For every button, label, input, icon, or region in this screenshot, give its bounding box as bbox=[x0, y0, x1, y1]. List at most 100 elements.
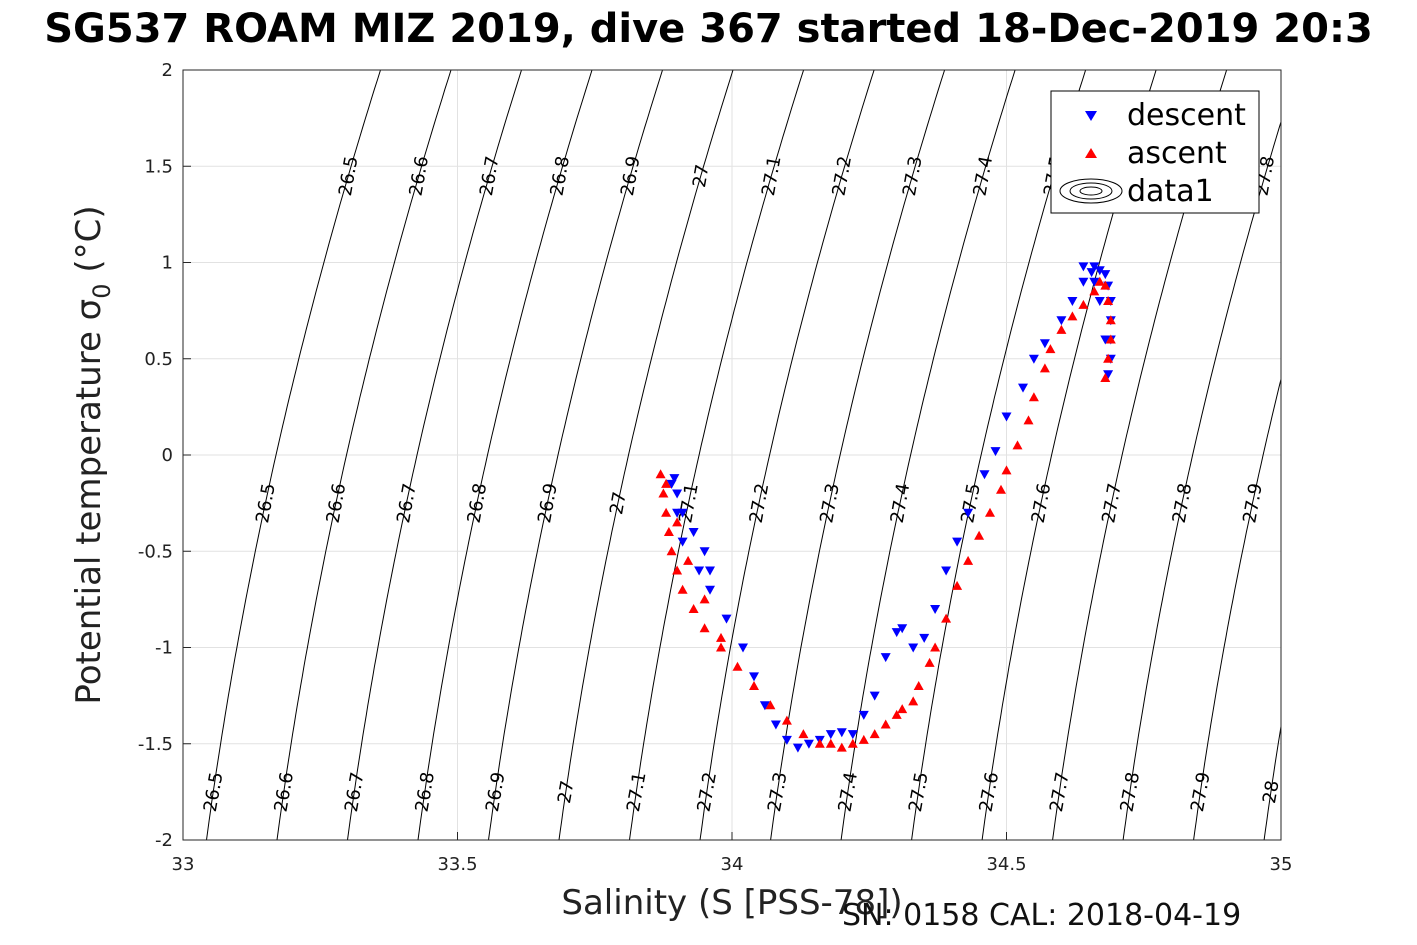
descent-marker bbox=[759, 701, 770, 711]
y-tick-label: -1.5 bbox=[138, 734, 173, 755]
ascent-marker bbox=[672, 565, 683, 575]
descent-marker bbox=[1067, 297, 1078, 306]
ascent-marker bbox=[1105, 315, 1116, 325]
descent-marker bbox=[738, 643, 748, 653]
descent-marker bbox=[672, 489, 683, 499]
ascent-marker bbox=[683, 555, 694, 565]
ascent-marker bbox=[1001, 465, 1012, 475]
descent-marker bbox=[1039, 339, 1050, 349]
ascent-marker bbox=[974, 530, 985, 540]
ascent-marker bbox=[847, 738, 858, 748]
descent-marker bbox=[1094, 266, 1105, 276]
ascent-marker bbox=[749, 681, 759, 690]
x-tick-label: 34 bbox=[721, 854, 744, 875]
descent-marker bbox=[891, 628, 902, 638]
legend-ascent-marker bbox=[1085, 148, 1097, 158]
ascent-marker bbox=[1012, 440, 1023, 450]
ascent-marker bbox=[1067, 311, 1078, 321]
descent-marker bbox=[930, 605, 941, 614]
y-axis-title-subscript: 0 bbox=[88, 283, 116, 298]
ascent-marker bbox=[765, 700, 776, 710]
ascent-marker bbox=[1028, 392, 1039, 402]
descent-marker bbox=[1100, 335, 1111, 345]
descent-marker bbox=[721, 614, 732, 624]
descent-marker bbox=[803, 739, 814, 749]
footer-note: SN: 0158 CAL: 2018-04-19 bbox=[842, 898, 1242, 933]
ascent-marker bbox=[908, 696, 919, 706]
descent-marker bbox=[1001, 412, 1012, 422]
descent-marker bbox=[990, 447, 1001, 457]
isopycnal-line bbox=[1263, 723, 1281, 840]
ascent-marker bbox=[732, 661, 743, 671]
ascent-marker bbox=[1078, 299, 1089, 309]
descent-marker bbox=[1028, 354, 1039, 364]
ascent-marker bbox=[1103, 296, 1114, 305]
ascent-marker bbox=[897, 704, 908, 714]
x-tick-label: 33 bbox=[172, 854, 195, 875]
legend-ascent-label: ascent bbox=[1127, 136, 1227, 171]
descent-marker bbox=[1089, 277, 1100, 287]
ascent-marker bbox=[1056, 324, 1067, 334]
descent-marker bbox=[699, 547, 710, 557]
descent-marker bbox=[781, 735, 792, 745]
descent-marker bbox=[705, 566, 715, 576]
ascent-marker bbox=[658, 488, 669, 498]
y-tick-label: 2 bbox=[162, 60, 173, 81]
isopycnal-label: 27 bbox=[689, 163, 714, 189]
isopycnal-label: 28 bbox=[1259, 779, 1284, 805]
isopycnal-line bbox=[558, 70, 734, 840]
descent-marker bbox=[1078, 262, 1089, 272]
ascent-marker bbox=[663, 527, 674, 536]
isopycnal-line bbox=[1193, 377, 1281, 840]
ascent-marker bbox=[699, 623, 710, 633]
x-tick-label: 33.5 bbox=[437, 854, 477, 875]
ascent-marker bbox=[699, 594, 710, 604]
ascent-marker bbox=[858, 734, 869, 744]
isopycnal-line bbox=[840, 70, 1016, 840]
descent-marker bbox=[705, 585, 715, 595]
ascent-marker bbox=[1089, 286, 1100, 296]
descent-marker bbox=[1018, 383, 1028, 393]
descent-marker bbox=[677, 508, 688, 518]
legend-data1-label: data1 bbox=[1127, 174, 1214, 209]
isopycnal-label: 27 bbox=[606, 490, 631, 516]
ascent-marker bbox=[716, 642, 726, 652]
chart-title: SG537 ROAM MIZ 2019, dive 367 started 18… bbox=[44, 6, 1373, 52]
descent-marker bbox=[1103, 370, 1114, 380]
descent-marker bbox=[694, 566, 705, 576]
ascent-marker bbox=[825, 738, 836, 748]
descent-marker bbox=[963, 508, 974, 518]
descent-marker bbox=[749, 672, 759, 682]
isopycnal-label: 27 bbox=[554, 779, 579, 805]
isopycnal-line bbox=[699, 70, 875, 840]
ascent-marker bbox=[1023, 415, 1034, 425]
ascent-marker bbox=[677, 584, 688, 594]
descent-marker bbox=[1094, 297, 1105, 306]
ascent-marker bbox=[952, 580, 963, 590]
ascent-marker bbox=[891, 709, 902, 719]
isopycnal-contours bbox=[205, 70, 1281, 840]
descent-marker bbox=[677, 537, 688, 547]
descent-marker bbox=[669, 474, 680, 484]
descent-marker bbox=[1086, 268, 1097, 278]
isopycnal-line bbox=[628, 70, 805, 840]
ascent-marker bbox=[996, 484, 1006, 494]
data-markers bbox=[655, 262, 1116, 753]
ascent-marker bbox=[666, 546, 677, 556]
isopycnal-line bbox=[346, 70, 523, 840]
x-axis-title: Salinity (S [PSS-78]) bbox=[561, 883, 902, 923]
descent-marker bbox=[858, 710, 869, 720]
ascent-marker bbox=[1100, 373, 1111, 382]
y-axis-title-main: Potential temperature σ bbox=[69, 299, 109, 705]
isopycnal-line bbox=[1122, 120, 1281, 840]
ascent-marker bbox=[1105, 334, 1116, 344]
ascent-marker bbox=[688, 604, 699, 613]
isopycnal-line bbox=[276, 70, 452, 840]
isopycnal-line bbox=[205, 70, 382, 840]
y-axis-title: Potential temperature σ0 (°C) bbox=[69, 205, 116, 704]
descent-marker bbox=[869, 691, 880, 701]
ascent-marker bbox=[869, 729, 880, 739]
descent-marker bbox=[880, 653, 891, 663]
isopycnal-line bbox=[417, 70, 593, 840]
